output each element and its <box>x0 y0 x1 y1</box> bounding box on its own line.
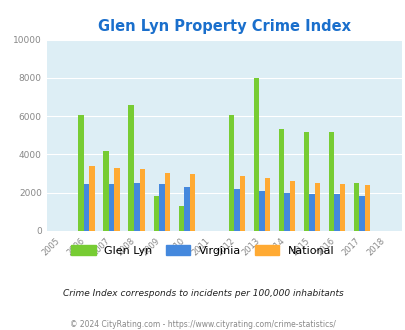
Bar <box>258 191 264 231</box>
Bar <box>134 183 139 231</box>
Bar <box>178 206 183 231</box>
Text: Crime Index corresponds to incidents per 100,000 inhabitants: Crime Index corresponds to incidents per… <box>62 289 343 298</box>
Bar <box>164 173 170 231</box>
Bar <box>339 184 344 231</box>
Bar <box>234 189 239 231</box>
Bar <box>364 185 369 231</box>
Bar <box>84 184 89 231</box>
Title: Glen Lyn Property Crime Index: Glen Lyn Property Crime Index <box>98 19 350 34</box>
Bar <box>128 105 134 231</box>
Bar <box>183 187 189 231</box>
Bar <box>139 169 145 231</box>
Bar <box>253 78 258 231</box>
Bar <box>278 129 284 231</box>
Bar <box>358 196 364 231</box>
Bar <box>284 193 289 231</box>
Bar <box>328 132 333 231</box>
Bar <box>303 132 308 231</box>
Bar <box>333 194 339 231</box>
Bar <box>314 183 320 231</box>
Bar <box>353 183 358 231</box>
Bar <box>189 174 194 231</box>
Bar <box>264 178 269 231</box>
Legend: Glen Lyn, Virginia, National: Glen Lyn, Virginia, National <box>66 241 339 260</box>
Text: © 2024 CityRating.com - https://www.cityrating.com/crime-statistics/: © 2024 CityRating.com - https://www.city… <box>70 320 335 329</box>
Bar <box>228 115 234 231</box>
Bar <box>109 184 114 231</box>
Bar <box>239 177 245 231</box>
Bar <box>103 150 109 231</box>
Bar <box>153 196 159 231</box>
Bar <box>289 181 294 231</box>
Bar <box>159 184 164 231</box>
Bar <box>89 166 95 231</box>
Bar <box>308 194 314 231</box>
Bar <box>114 168 120 231</box>
Bar <box>78 115 84 231</box>
